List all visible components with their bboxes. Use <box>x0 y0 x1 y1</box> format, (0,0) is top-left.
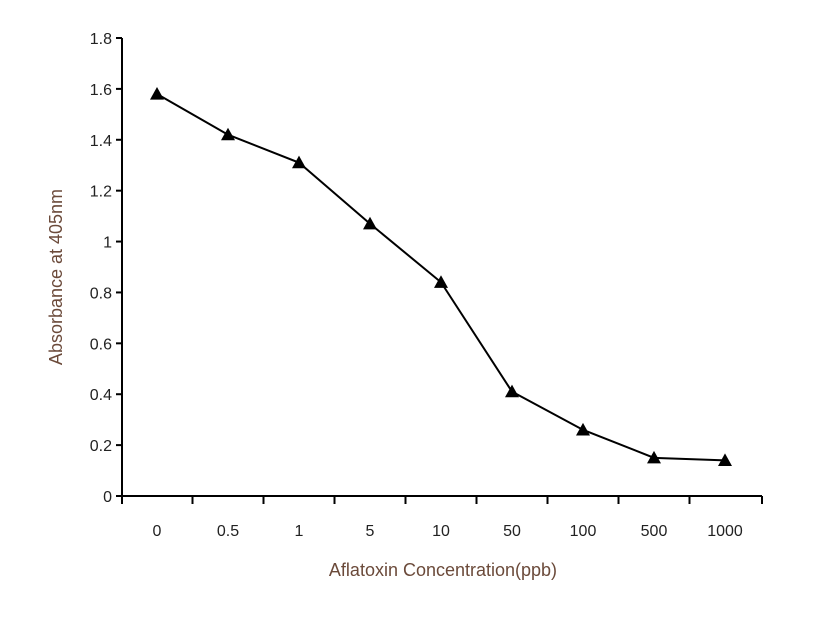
data-point-triangle <box>647 450 661 464</box>
plot-area <box>150 86 732 466</box>
y-axis: 0 0.2 0.4 0.6 0.8 1 1.2 1.4 1.6 1.8 <box>90 31 123 506</box>
y-tick-label: 1.6 <box>90 82 112 99</box>
x-tick-label: 5 <box>366 523 375 540</box>
x-tick-label: 1 <box>295 523 304 540</box>
x-tick-label: 1000 <box>707 523 743 540</box>
y-tick-label: 0.2 <box>90 438 112 455</box>
x-tick-label: 10 <box>432 523 450 540</box>
y-tick-label: 0.8 <box>90 285 112 302</box>
y-tick-label: 1 <box>103 235 112 252</box>
data-point-triangle <box>221 127 235 141</box>
x-tick-label: 50 <box>503 523 521 540</box>
x-axis: 0 0.5 1 5 10 50 100 500 1000 <box>121 495 763 540</box>
data-point-triangle <box>505 384 519 398</box>
data-point-triangle <box>434 275 448 288</box>
y-tick-label: 1.4 <box>90 133 112 150</box>
y-axis-title: Absorbance at 405nm <box>46 189 66 365</box>
y-tick-label: 0 <box>103 489 112 506</box>
x-tick-label: 500 <box>641 523 668 540</box>
x-axis-title: Aflatoxin Concentration(ppb) <box>329 560 557 580</box>
x-tick-label: 0 <box>153 523 162 540</box>
y-tick-label: 0.6 <box>90 336 112 353</box>
x-tick-label: 100 <box>570 523 597 540</box>
data-point-triangle <box>576 422 590 436</box>
data-point-triangle <box>150 86 164 100</box>
y-tick-label: 1.8 <box>90 31 112 48</box>
x-tick-label: 0.5 <box>217 523 239 540</box>
y-tick-label: 0.4 <box>90 387 112 404</box>
data-point-triangle <box>363 216 377 230</box>
y-tick-label: 1.2 <box>90 184 112 201</box>
data-point-triangle <box>292 155 306 169</box>
data-point-triangle <box>718 453 732 466</box>
